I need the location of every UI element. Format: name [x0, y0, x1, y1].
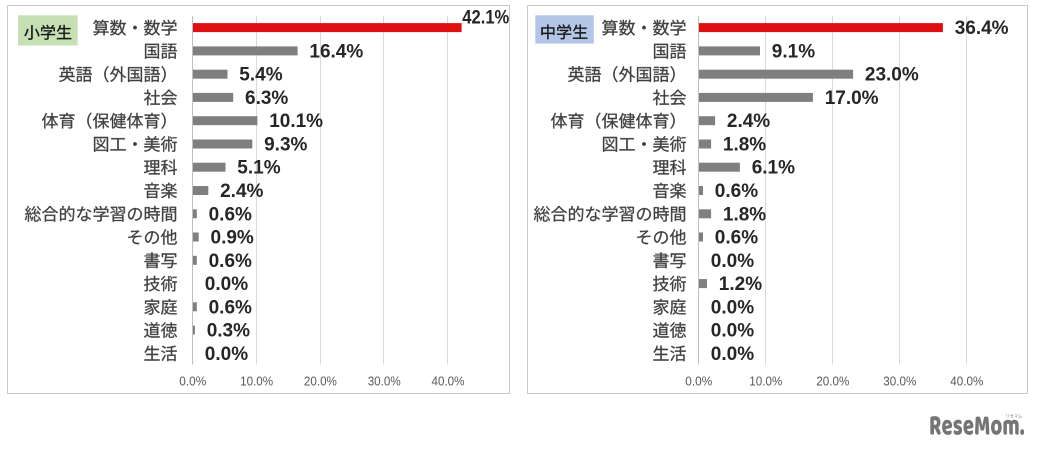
svg-text:10.0%: 10.0% — [749, 374, 782, 389]
svg-text:10.0%: 10.0% — [240, 374, 273, 389]
svg-text:2.4%: 2.4% — [727, 111, 770, 132]
svg-text:0.6%: 0.6% — [209, 204, 252, 225]
svg-text:17.0%: 17.0% — [825, 88, 879, 109]
svg-text:10.1%: 10.1% — [269, 111, 323, 132]
svg-text:0.6%: 0.6% — [715, 181, 758, 202]
svg-text:20.0%: 20.0% — [304, 374, 337, 389]
svg-text:5.4%: 5.4% — [239, 65, 282, 86]
svg-text:0.9%: 0.9% — [211, 228, 254, 249]
svg-text:40.0%: 40.0% — [950, 374, 983, 389]
svg-text:0.0%: 0.0% — [711, 251, 754, 272]
svg-text:30.0%: 30.0% — [368, 374, 401, 389]
svg-text:42.1%: 42.1% — [462, 7, 509, 28]
svg-text:2.4%: 2.4% — [220, 181, 263, 202]
svg-text:20.0%: 20.0% — [816, 374, 849, 389]
svg-text:6.3%: 6.3% — [245, 88, 288, 109]
svg-text:9.3%: 9.3% — [264, 135, 307, 156]
svg-text:0.0%: 0.0% — [685, 374, 712, 389]
svg-text:9.1%: 9.1% — [772, 41, 815, 62]
svg-text:36.4%: 36.4% — [955, 18, 1009, 39]
svg-text:23.0%: 23.0% — [865, 65, 919, 86]
svg-text:1.8%: 1.8% — [723, 204, 766, 225]
svg-text:40.0%: 40.0% — [432, 374, 465, 389]
svg-text:0.0%: 0.0% — [711, 297, 754, 318]
svg-text:30.0%: 30.0% — [883, 374, 916, 389]
svg-text:1.8%: 1.8% — [723, 135, 766, 156]
svg-text:0.0%: 0.0% — [179, 374, 206, 389]
svg-text:6.1%: 6.1% — [752, 158, 795, 179]
svg-text:16.4%: 16.4% — [309, 41, 363, 62]
svg-text:0.6%: 0.6% — [209, 297, 252, 318]
svg-text:0.3%: 0.3% — [207, 321, 250, 342]
svg-text:1.2%: 1.2% — [719, 274, 762, 295]
svg-text:0.6%: 0.6% — [209, 251, 252, 272]
svg-text:0.0%: 0.0% — [711, 344, 754, 365]
svg-text:0.6%: 0.6% — [715, 228, 758, 249]
svg-text:0.0%: 0.0% — [711, 321, 754, 342]
svg-text:0.0%: 0.0% — [205, 274, 248, 295]
svg-text:0.0%: 0.0% — [205, 344, 248, 365]
svg-text:5.1%: 5.1% — [237, 158, 280, 179]
